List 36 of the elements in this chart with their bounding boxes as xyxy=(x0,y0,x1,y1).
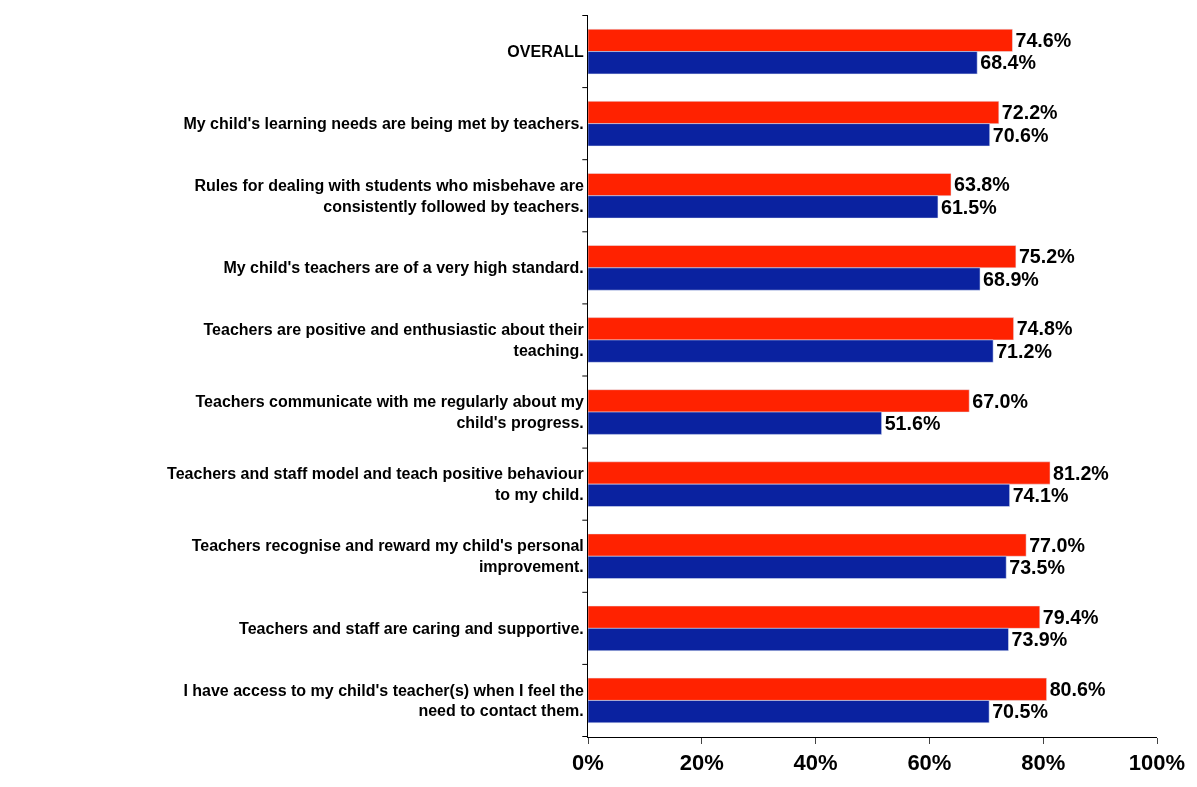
x-tick-label: 80% xyxy=(1021,750,1066,776)
data-label: 61.5% xyxy=(940,195,997,218)
data-label: 68.9% xyxy=(983,267,1039,290)
data-label: 71.2% xyxy=(996,339,1052,362)
data-label: 74.8% xyxy=(1016,317,1073,340)
y-tick-label: Teachers recognise and reward my child's personal improvement. xyxy=(191,537,584,576)
y-tick-label: My child's teachers are of a very high standard. xyxy=(223,259,584,277)
y-tick-label: Teachers and staff are caring and supportive. xyxy=(239,619,584,637)
x-tick-label: 40% xyxy=(793,750,838,776)
x-tick-label: 60% xyxy=(907,750,952,776)
data-label: 68.4% xyxy=(980,51,1036,74)
data-label: 73.9% xyxy=(1011,628,1068,651)
y-tick-label: Teachers communicate with me regularly about my child's progress. xyxy=(195,393,584,432)
data-label: 70.5% xyxy=(992,700,1048,723)
data-label: 74.6% xyxy=(1015,29,1072,52)
data-label: 63.8% xyxy=(954,173,1010,196)
data-label: 72.2% xyxy=(1001,101,1058,124)
y-tick-label: My child's learning needs are being met by teachers. xyxy=(183,115,584,133)
x-tick-label: 20% xyxy=(679,750,724,776)
y-tick-label: I have access to my child's teacher(s) when I feel the need to contact them. xyxy=(183,681,584,720)
data-label: 80.6% xyxy=(1049,677,1106,700)
data-label: 67.0% xyxy=(972,389,1028,412)
y-tick-label: Rules for dealing with students who misbehave are consistently followed by teachers. xyxy=(194,176,584,215)
y-tick-label: OVERALL xyxy=(507,43,585,61)
y-tick-label: Teachers are positive and enthusiastic about their teaching. xyxy=(203,321,584,359)
data-label: 73.5% xyxy=(1009,556,1065,579)
x-tick-label: 100% xyxy=(1128,750,1186,776)
data-label: 77.0% xyxy=(1029,533,1085,556)
data-label: 74.1% xyxy=(1012,484,1069,507)
x-tick-label: 0% xyxy=(572,750,604,776)
data-label: 51.6% xyxy=(884,411,941,434)
data-label: 79.4% xyxy=(1042,605,1099,628)
data-label: 70.6% xyxy=(992,123,1049,146)
data-label: 75.2% xyxy=(1018,245,1075,268)
y-tick-label: Teachers and staff model and teach positive behaviour to my child. xyxy=(167,465,584,504)
data-label: 81.2% xyxy=(1053,461,1109,484)
